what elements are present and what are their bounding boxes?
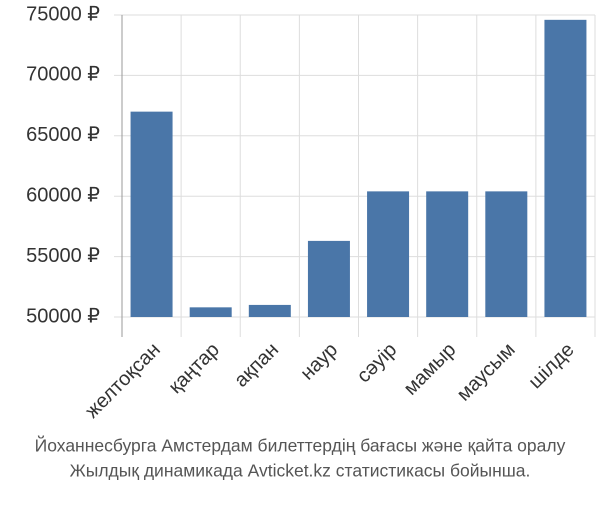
bar xyxy=(307,240,350,317)
x-tick-label: наур xyxy=(296,339,342,385)
bar xyxy=(544,19,587,317)
y-tick-label: 55000 ₽ xyxy=(26,245,100,267)
y-tick-label: 60000 ₽ xyxy=(26,184,100,206)
bar xyxy=(248,304,291,317)
y-tick-label: 70000 ₽ xyxy=(26,64,100,86)
bar xyxy=(189,307,232,317)
y-tick-label: 50000 ₽ xyxy=(26,305,100,327)
x-tick-label: сәуір xyxy=(353,339,402,388)
x-tick-label: ақпан xyxy=(230,339,283,392)
x-tick-label: шілде xyxy=(524,339,578,393)
bar xyxy=(426,191,469,317)
x-tick-label: маусым xyxy=(453,339,520,406)
chart-subtitle: Жылдық динамикада Avticket.kz статистика… xyxy=(70,461,531,481)
y-tick-label: 65000 ₽ xyxy=(26,124,100,146)
y-tick-label: 75000 ₽ xyxy=(26,3,100,25)
bar xyxy=(367,191,410,317)
x-tick-label: қаңтар xyxy=(164,339,223,398)
x-tick-label: желтоқсан xyxy=(81,339,165,423)
bar xyxy=(485,191,528,317)
bar xyxy=(130,111,173,317)
chart-title: Йоханнесбурга Амстердам билеттердің баға… xyxy=(35,435,566,456)
x-tick-label: мамыр xyxy=(400,339,461,400)
